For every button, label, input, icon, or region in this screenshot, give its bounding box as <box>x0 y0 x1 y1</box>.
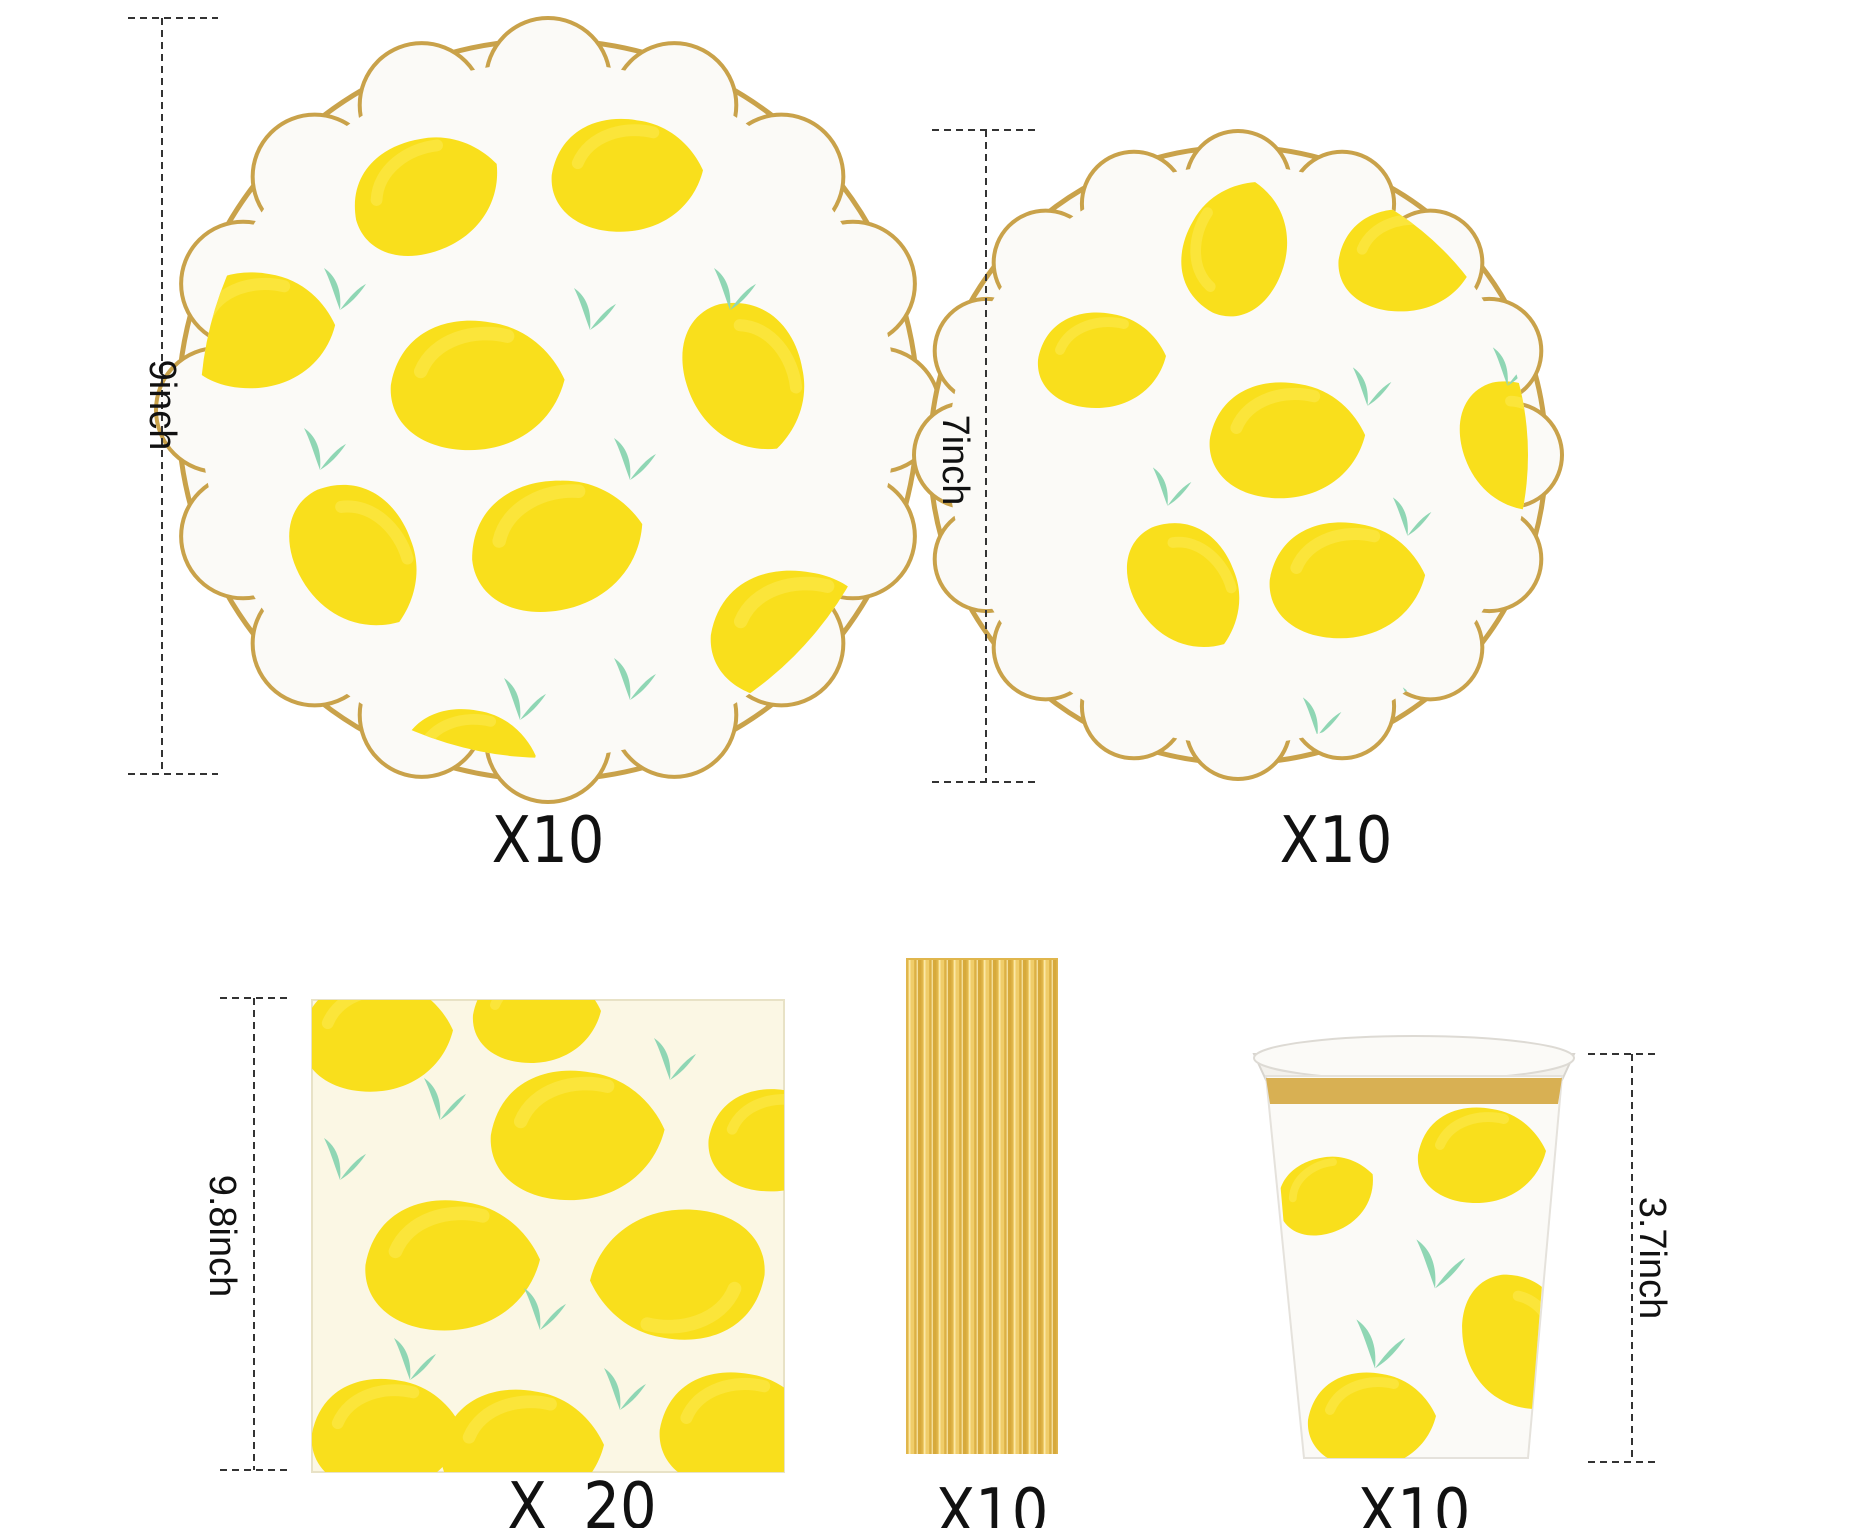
straw <box>1050 960 1057 1454</box>
straw <box>983 960 989 1454</box>
straw <box>975 960 982 1454</box>
small-plate-dimension-label: 7inch <box>934 415 976 506</box>
straw <box>908 960 914 1454</box>
straw <box>1035 960 1042 1454</box>
straws <box>906 958 1058 1454</box>
straw <box>1020 960 1027 1454</box>
straw <box>1043 960 1049 1454</box>
straw <box>998 960 1004 1454</box>
straw <box>990 960 997 1454</box>
straw <box>1028 960 1034 1454</box>
dimension-lines <box>128 17 1660 1471</box>
napkin-dimension-label: 9.8inch <box>201 1175 243 1298</box>
straws-quantity: X10 <box>936 1476 1049 1528</box>
large-plate-dimension-label: 9inch <box>141 360 183 451</box>
cup <box>1252 1035 1576 1459</box>
straw <box>968 960 974 1454</box>
straw <box>938 960 944 1454</box>
large-plate-quantity: X10 <box>492 804 605 878</box>
straw <box>960 960 967 1454</box>
large-plate-lemon-pattern <box>200 62 896 758</box>
cup-dimension-label: 3.7inch <box>1631 1197 1673 1320</box>
straw <box>923 960 929 1454</box>
small-plate-quantity: X10 <box>1280 804 1393 878</box>
small-plate-lemon-pattern <box>948 165 1528 745</box>
cup-gold-band <box>1266 1078 1562 1104</box>
straw <box>930 960 937 1454</box>
straw <box>1005 960 1012 1454</box>
napkin-quantity: X 20 <box>507 1470 656 1528</box>
small-plate <box>912 129 1564 781</box>
straw <box>953 960 959 1454</box>
cup-quantity: X10 <box>1358 1476 1471 1528</box>
straw <box>1013 960 1019 1454</box>
large-plate <box>154 16 942 804</box>
straw <box>915 960 922 1454</box>
straw <box>945 960 952 1454</box>
napkin <box>311 999 785 1473</box>
